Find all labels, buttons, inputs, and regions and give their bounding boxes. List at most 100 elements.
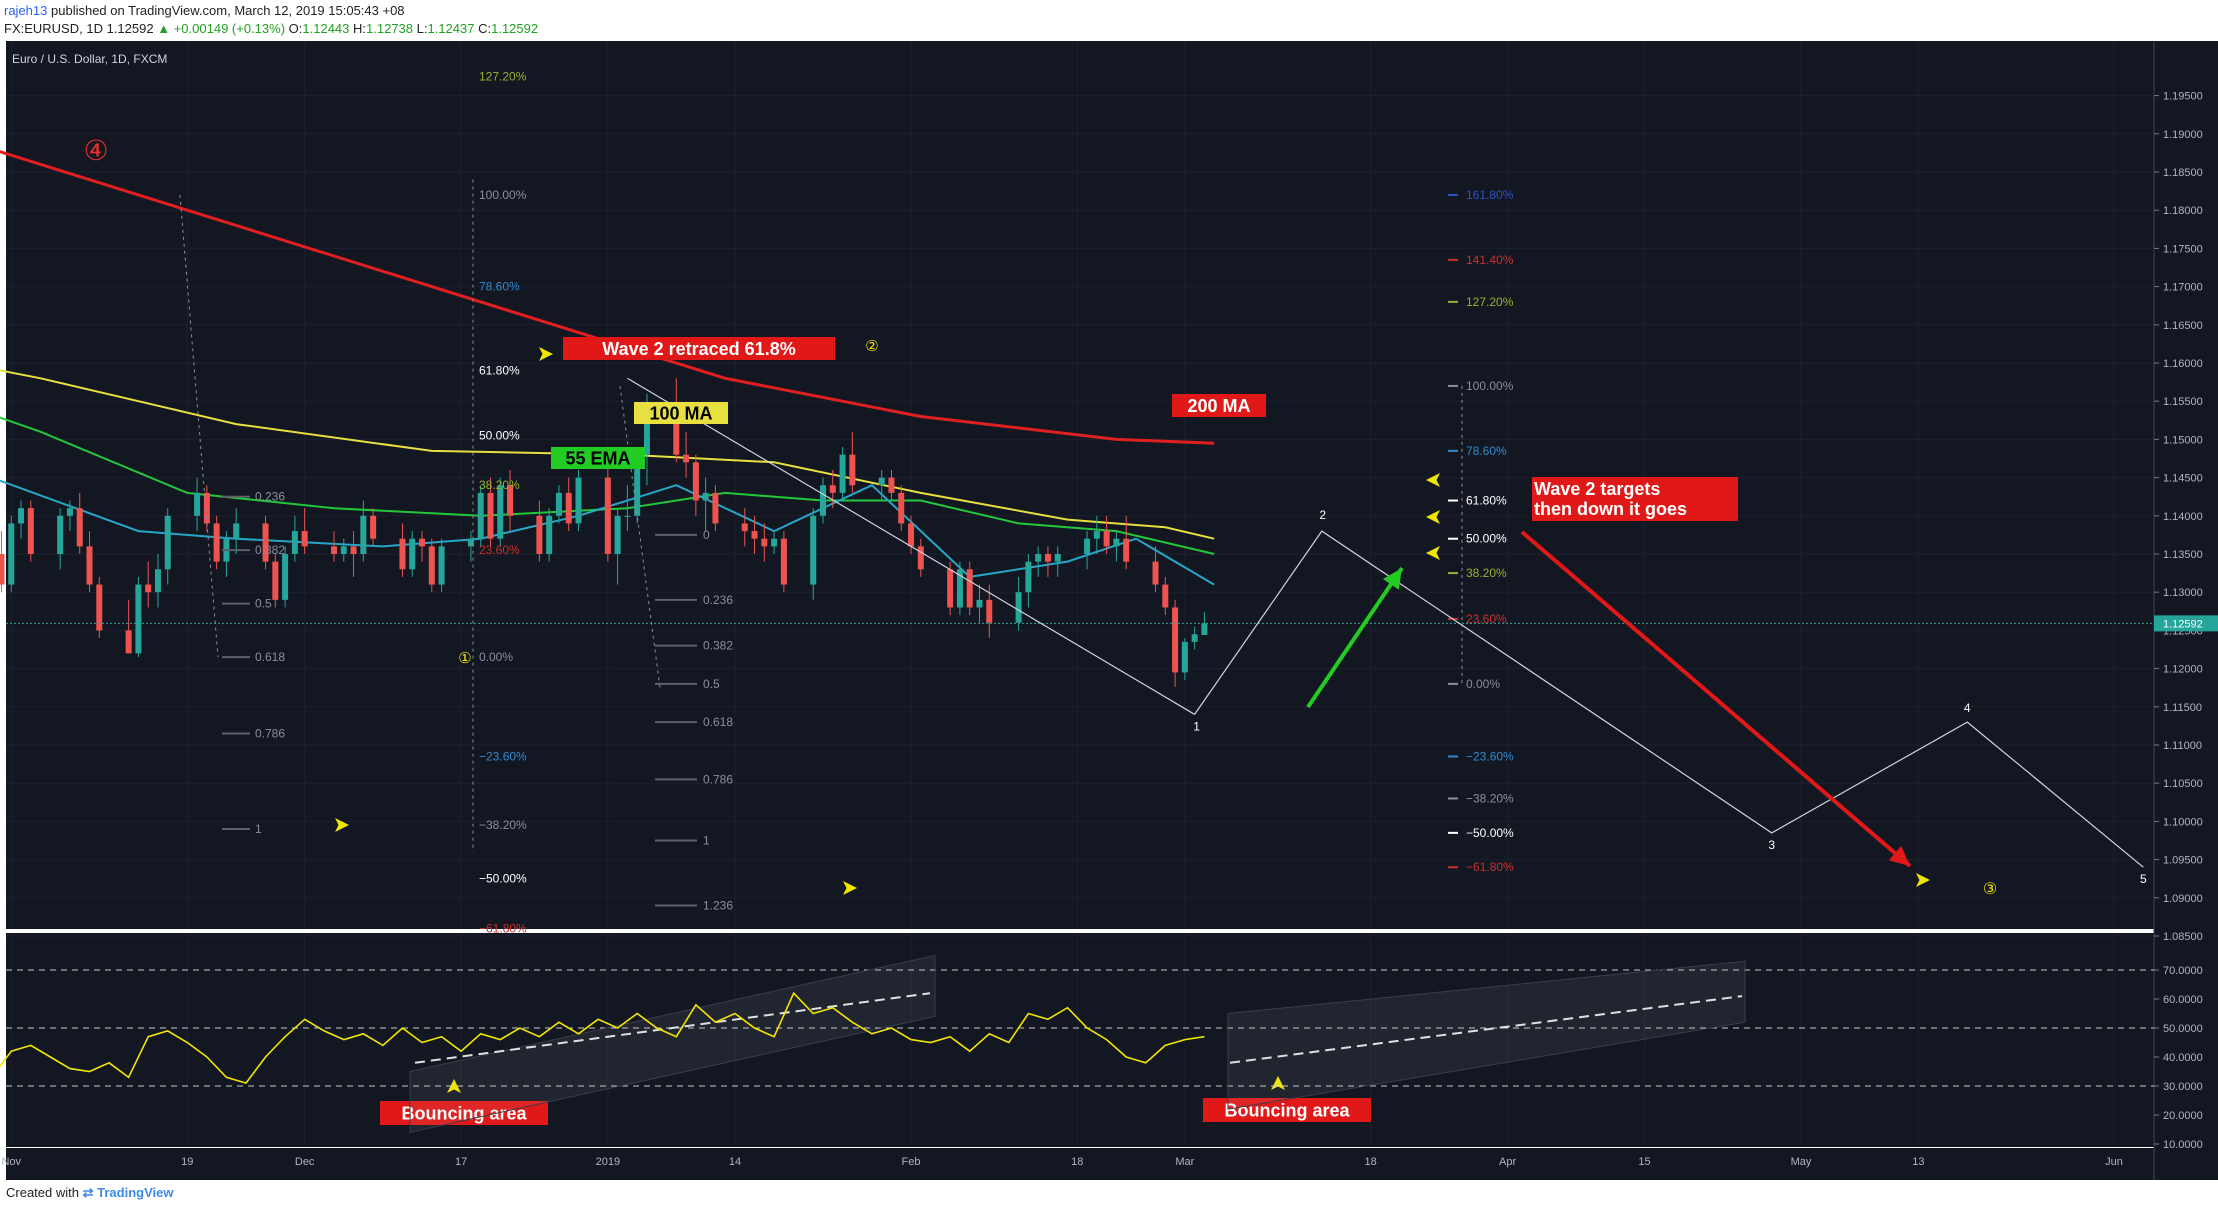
chart-canvas[interactable]: 1.19500 1.19000 1.18500 1.18000 1.17500 1.170…: [0, 41, 2218, 1185]
candle: [438, 546, 445, 585]
candle: [575, 477, 582, 524]
tradingview-brand[interactable]: TradingView: [97, 1185, 174, 1200]
fib-level-label: 0.00%: [479, 650, 513, 664]
price-tick-label: 1.18000: [2163, 205, 2203, 217]
wave2-targets-line2: then down it goes: [1534, 499, 1687, 519]
fib-level-label: 0.00%: [1466, 677, 1500, 691]
candle: [1172, 607, 1179, 673]
candle: [1152, 561, 1159, 585]
candle: [634, 454, 641, 516]
close-value: 1.12592: [491, 21, 539, 36]
last-price: 1.12592: [106, 21, 154, 36]
candle: [125, 630, 132, 654]
fib-level-label: −23.60%: [479, 749, 527, 763]
yellow-arrow-icon: [1426, 510, 1440, 524]
tradingview-logo-icon[interactable]: ⇄: [82, 1185, 94, 1200]
elliott-projection-path: [1194, 530, 2144, 868]
bouncing-area-label: Bouncing area: [1224, 1100, 1350, 1120]
yellow-arrow-icon: [843, 881, 857, 895]
candle: [96, 584, 103, 631]
low-value: 1.12437: [427, 21, 475, 36]
fib-level-label: −61.80%: [1466, 860, 1514, 874]
candle: [780, 538, 787, 585]
candle: [771, 538, 778, 547]
price-axis-bg: [2154, 41, 2218, 1180]
fib-level-label: 50.00%: [1466, 532, 1507, 546]
open-label: O:: [288, 21, 303, 36]
candle: [761, 538, 768, 547]
candle: [360, 515, 367, 554]
candle: [164, 515, 171, 570]
candle: [1103, 531, 1110, 547]
fib-level-label: 78.60%: [479, 280, 520, 294]
candle: [1162, 584, 1169, 608]
wave3-marker: ③: [1983, 881, 1997, 898]
rsi-tick-label: 30.0000: [2163, 1081, 2203, 1093]
price-tick-label: 1.11500: [2163, 702, 2202, 714]
rsi-tick-label: 10.0000: [2163, 1139, 2203, 1151]
high-value: 1.12738: [366, 21, 414, 36]
fib-level-label: 0.786: [255, 727, 285, 741]
time-tick-label: 18: [1365, 1156, 1377, 1168]
time-tick-label: Nov: [1, 1156, 21, 1168]
time-tick-label: 13: [1912, 1156, 1924, 1168]
green-up-arrow-shaft: [1306, 566, 1404, 709]
candle: [947, 569, 954, 608]
ma-line-ma200: [0, 150, 1215, 445]
candle: [145, 584, 152, 593]
rsi-channel-1: [409, 954, 936, 1134]
candle: [1201, 623, 1208, 635]
candle: [673, 408, 680, 455]
candle: [614, 515, 621, 554]
price-tick-label: 1.17500: [2163, 243, 2203, 255]
time-tick-label: Dec: [295, 1156, 315, 1168]
fib-level-label: −23.60%: [1466, 749, 1514, 763]
ema55-label: 55 EMA: [565, 448, 630, 468]
author-link[interactable]: rajeh13: [4, 3, 48, 18]
fib-level-label: 0.236: [703, 593, 733, 607]
candle: [370, 515, 377, 539]
candle: [976, 599, 983, 608]
candle: [428, 546, 435, 585]
candle: [291, 531, 298, 554]
candle: [751, 531, 758, 539]
candle: [331, 546, 337, 554]
time-tick-label: Jun: [2105, 1156, 2123, 1168]
price-tick-label: 1.14500: [2163, 473, 2203, 485]
wave-point-label: 2: [1319, 508, 1326, 522]
fib-level-label: 0.5: [703, 677, 720, 691]
candle: [154, 569, 161, 593]
fib-level-label: −50.00%: [1466, 826, 1514, 840]
candle: [1123, 538, 1130, 562]
fib-level-label: 0.618: [703, 715, 733, 729]
fib-level-label: 23.60%: [1466, 612, 1507, 626]
fib-level-label: 0.382: [703, 639, 733, 653]
yellow-arrow-icon: [539, 347, 553, 361]
time-axis-bg: [6, 1148, 2154, 1180]
created-with: Created with: [6, 1185, 79, 1200]
wave-point-label: 5: [2140, 872, 2147, 886]
rsi-tick-label: 50.0000: [2163, 1023, 2203, 1035]
candle: [135, 584, 142, 654]
wave-point-label: 1: [1193, 719, 1200, 733]
candle: [624, 515, 631, 517]
fib-level-label: 1.236: [703, 898, 733, 912]
fib-guide: [619, 385, 661, 688]
price-tick-label: 1.16000: [2163, 358, 2203, 370]
red-down-arrow-shaft: [1520, 530, 1912, 868]
candle: [399, 538, 406, 570]
price-tick-label: 1.09500: [2163, 855, 2203, 867]
candle: [810, 515, 817, 585]
candle: [272, 561, 279, 600]
publish-info: rajeh13 published on TradingView.com, Ma…: [4, 3, 405, 18]
time-tick-label: 2019: [596, 1156, 620, 1168]
candle: [849, 454, 856, 486]
candle: [555, 492, 562, 516]
yellow-arrow-icon: [1426, 546, 1440, 560]
rsi-trendline-1: [414, 992, 931, 1064]
candle: [712, 492, 719, 524]
price-tick-label: 1.11000: [2163, 740, 2202, 752]
candle: [1044, 554, 1051, 562]
symbol-name: FX:EURUSD, 1D: [4, 21, 103, 36]
candle: [262, 523, 269, 562]
